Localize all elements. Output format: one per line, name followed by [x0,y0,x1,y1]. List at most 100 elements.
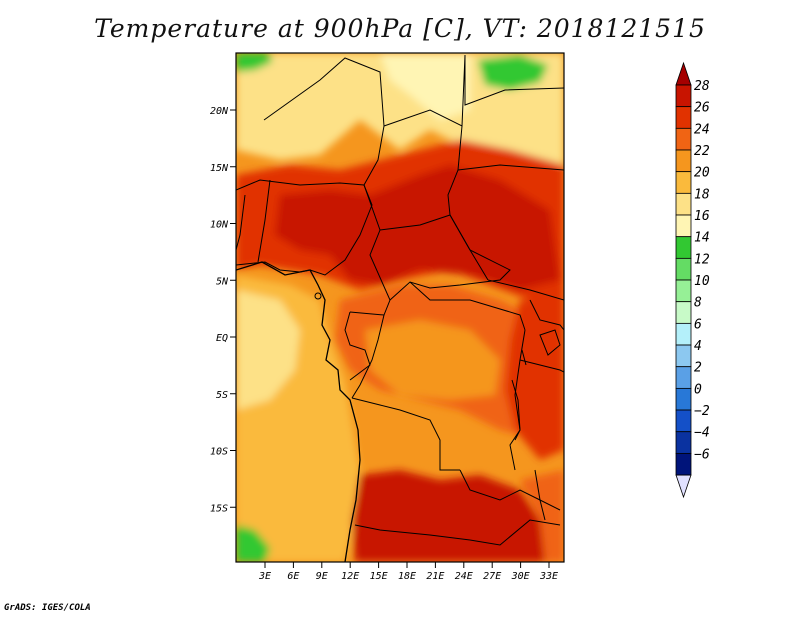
colorbar-label: 6 [694,317,702,332]
colorbar-label: 14 [694,231,710,246]
temperature-field [236,53,564,562]
coastline-west [236,261,361,562]
colorbar-segment [675,257,692,281]
colorbar-segment [675,431,692,454]
colorbar-bottom-arrow [675,474,692,499]
lake-malawi [534,469,546,521]
grads-credit: GrADS: IGES/COLA [4,603,91,613]
lat-tick-label: 10N [210,220,229,231]
colorbar-segment [675,344,692,368]
border-sudan-east [457,164,564,171]
lon-tick-label: 33E [539,571,558,582]
colorbar-label: 26 [694,101,710,116]
colorbar-segment [675,452,692,476]
colorbar-segment [675,301,692,324]
border-niger-chad [363,125,385,186]
lon-tick-label: 12E [341,571,359,582]
region-ocean-pale [236,290,300,410]
colorbar-label: 16 [694,209,710,224]
colorbar-segment [675,149,692,173]
colorbar-label: 24 [694,122,710,137]
border-algeria-south [263,57,385,127]
colorbar-segment [675,387,692,411]
lat-tick-label: EQ [216,333,228,344]
border-angola-north [351,397,460,471]
border-gabon-congo [344,311,371,381]
colorbar-label: 28 [694,79,710,94]
border-kenya-tanzania [519,359,564,373]
lon-tick-label: 24E [455,571,473,582]
colorbar-segment [675,214,692,238]
colorbar-segment [675,192,692,216]
colorbar-segment [675,127,692,151]
border-south-sudan [487,279,564,301]
colorbar-segment [675,236,692,259]
colorbar-label: 8 [694,296,702,311]
political-borders [236,54,564,562]
colorbar-segment [675,84,692,108]
region-green-northeast [478,55,548,90]
border-cameroon [349,184,391,316]
border-chad-east [447,125,489,281]
lat-tick-label: 15N [210,163,229,174]
colorbar-segment [675,106,692,129]
region-green-southwest [236,525,270,562]
colorbar-label: 20 [694,166,710,181]
longitude-axis: 3E 6E 9E 12E 15E 18E 21E 24E 27E 30E 33E [258,562,558,582]
region-green-northwest [236,53,272,72]
colorbar-label: 12 [694,252,710,267]
colorbar-label: 18 [694,187,710,202]
lon-tick-label: 15E [370,571,388,582]
colorbar-label: 0 [694,382,702,397]
lat-tick-label: 5S [216,390,228,401]
border-zambia [459,469,561,511]
border-drc-east [509,329,526,471]
border-uganda-kenya [529,299,564,331]
border-west-africa-3 [236,194,246,251]
colorbar-segment [675,171,692,194]
border-niger-north [383,54,466,127]
lat-tick-label: 5N [216,276,229,287]
lake-victoria [539,329,561,356]
colorbar-segment [675,409,692,433]
map-title: Temperature at 900hPa [C], VT: 201812151… [94,14,706,43]
lat-tick-label: 20N [210,106,229,117]
latitude-axis: 20N 15N 10N 5N EQ 5S 10S 15S [210,106,236,514]
border-west-africa-2 [257,179,271,263]
border-car [379,214,511,301]
region-congo-inner [365,320,500,400]
region-north-pale [380,53,470,120]
lat-tick-label: 15S [210,503,228,514]
colorbar-segment [675,279,692,303]
lon-tick-label: 6E [287,571,299,582]
bioko-island [314,292,322,300]
border-congo-drc [351,314,385,399]
border-angola-south [354,524,471,541]
colorbar-label: −2 [694,404,710,419]
lon-tick-label: 18E [398,571,416,582]
colorbar-label: −4 [694,426,710,441]
colorbar-top-arrow [675,61,692,86]
map-frame [235,52,565,563]
lake-kivu [521,349,527,366]
colorbar-label: 22 [694,144,710,159]
lon-tick-label: 9E [316,571,328,582]
border-drc-north [409,281,526,331]
border-libya-egypt [464,55,564,106]
border-southern [469,519,561,546]
colorbar-label: 10 [694,274,710,289]
colorbar-label: 4 [694,339,702,354]
lat-tick-label: 10S [210,447,228,458]
region-angola-hot [352,470,545,562]
colorbar-segment [675,366,692,389]
lon-tick-label: 27E [483,571,501,582]
lon-tick-label: 21E [426,571,444,582]
lon-tick-label: 30E [511,571,530,582]
region-south-east-warm [520,470,564,562]
colorbar-segment [675,322,692,346]
lake-tanganyika [511,379,521,441]
colorbar-label: −6 [694,447,710,462]
colorbar-label: 2 [694,361,702,376]
